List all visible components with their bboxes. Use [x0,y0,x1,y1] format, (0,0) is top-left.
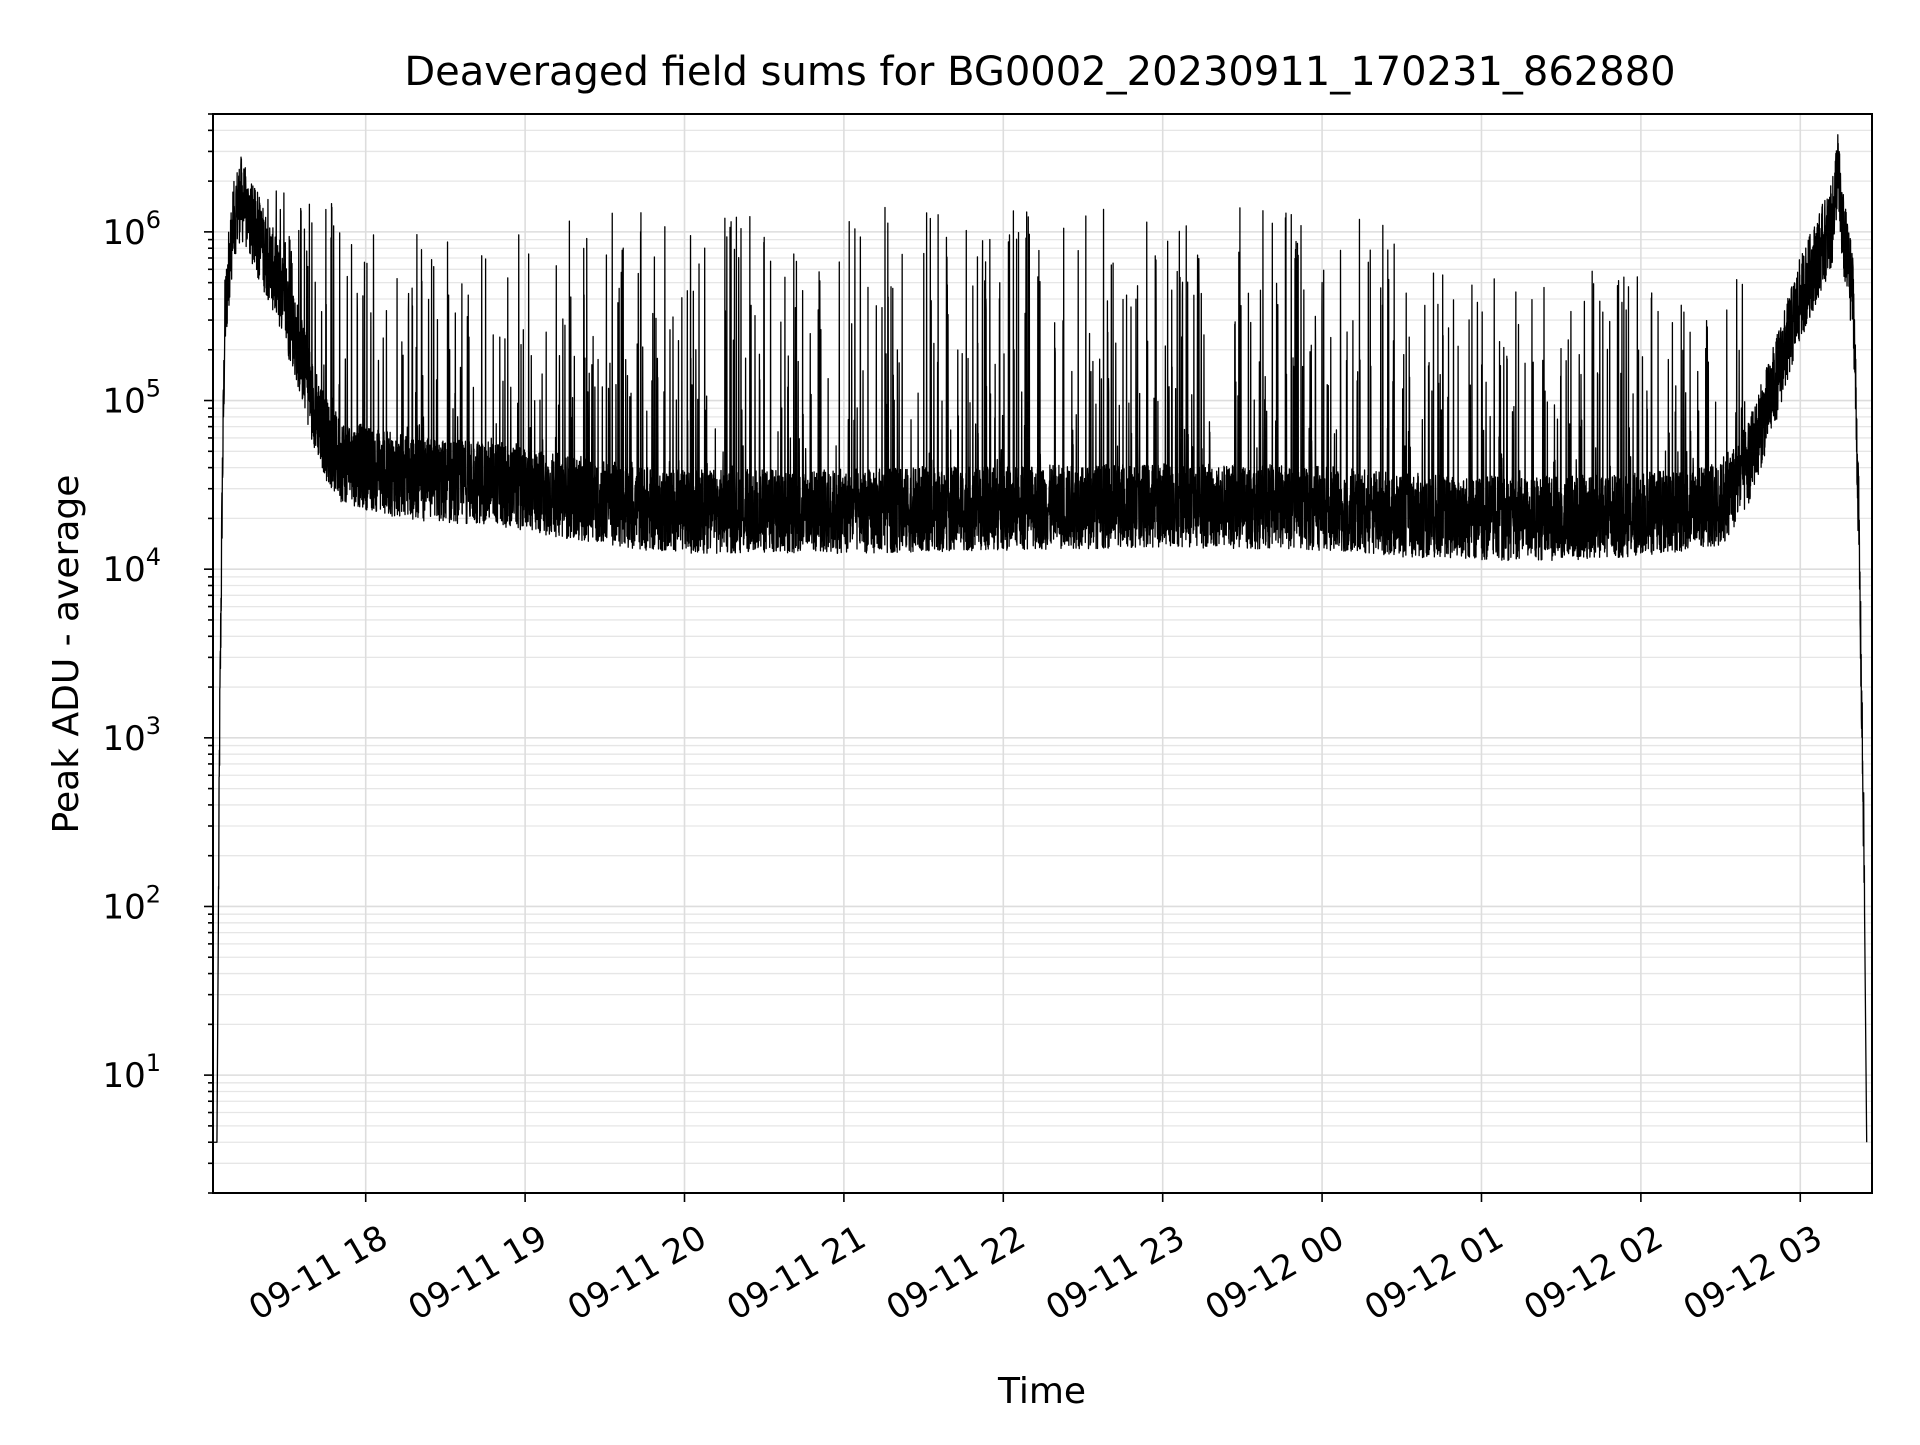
x-tick-label: 09-11 18 [242,1218,394,1329]
x-tick-label: 09-11 21 [720,1218,872,1329]
x-axis: 09-11 18 09-11 19 09-11 20 09-11 21 09-11 22… [242,1193,1829,1329]
y-tick-label: 106 [102,206,161,253]
x-axis-label: Time [997,1371,1086,1412]
x-tick-label: 09-11 19 [402,1218,554,1329]
x-tick-label: 09-12 01 [1358,1218,1510,1329]
y-axis: 101 102 103 104 105 106 [102,113,213,1194]
y-axis-label: Peak ADU - average [46,475,87,834]
y-tick-label: 102 [102,880,161,927]
x-tick-label: 09-12 02 [1517,1218,1669,1329]
y-tick-label: 104 [102,543,161,590]
series-line [211,134,1868,1143]
y-tick-label: 105 [102,375,161,422]
plot-frame [212,113,1873,1194]
x-tick-label: 09-11 23 [1039,1218,1191,1329]
chart-title: Deaveraged field sums for BG0002_2023091… [404,49,1675,95]
x-tick-label: 09-12 00 [1199,1218,1351,1329]
grid [213,113,1872,1194]
x-tick-label: 09-11 22 [880,1218,1032,1329]
y-tick-label: 103 [102,712,161,759]
y-tick-label: 101 [102,1049,161,1096]
x-tick-label: 09-11 20 [561,1218,713,1329]
x-tick-label: 09-12 03 [1677,1218,1829,1329]
